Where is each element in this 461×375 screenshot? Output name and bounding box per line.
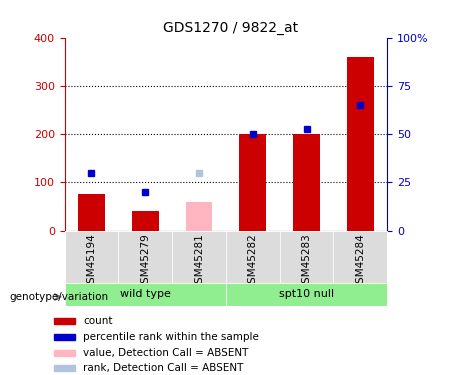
Bar — [78, 194, 105, 231]
Text: wild type: wild type — [120, 290, 171, 299]
Bar — [65, 283, 226, 306]
Bar — [347, 57, 374, 231]
Bar — [54, 318, 75, 324]
Text: spt10 null: spt10 null — [279, 290, 334, 299]
Bar — [280, 231, 333, 283]
Text: count: count — [83, 316, 113, 326]
Bar — [226, 231, 280, 283]
Bar — [185, 202, 213, 231]
Bar — [54, 366, 75, 371]
Bar — [293, 134, 320, 231]
Text: percentile rank within the sample: percentile rank within the sample — [83, 332, 260, 342]
Bar — [118, 231, 172, 283]
Text: rank, Detection Call = ABSENT: rank, Detection Call = ABSENT — [83, 363, 244, 374]
Bar — [65, 231, 118, 283]
Bar — [239, 134, 266, 231]
Text: GSM45282: GSM45282 — [248, 233, 258, 290]
Bar — [54, 334, 75, 340]
Text: GSM45284: GSM45284 — [355, 233, 366, 290]
Text: GSM45281: GSM45281 — [194, 233, 204, 290]
Text: GSM45279: GSM45279 — [140, 233, 150, 290]
Text: value, Detection Call = ABSENT: value, Detection Call = ABSENT — [83, 348, 249, 358]
Text: GDS1270 / 9822_at: GDS1270 / 9822_at — [163, 21, 298, 34]
Bar — [333, 231, 387, 283]
Text: GSM45194: GSM45194 — [86, 233, 96, 290]
Bar — [54, 350, 75, 355]
Text: genotype/variation: genotype/variation — [9, 292, 108, 302]
Bar — [172, 231, 226, 283]
Text: GSM45283: GSM45283 — [301, 233, 312, 290]
Bar — [132, 211, 159, 231]
Bar — [226, 283, 387, 306]
